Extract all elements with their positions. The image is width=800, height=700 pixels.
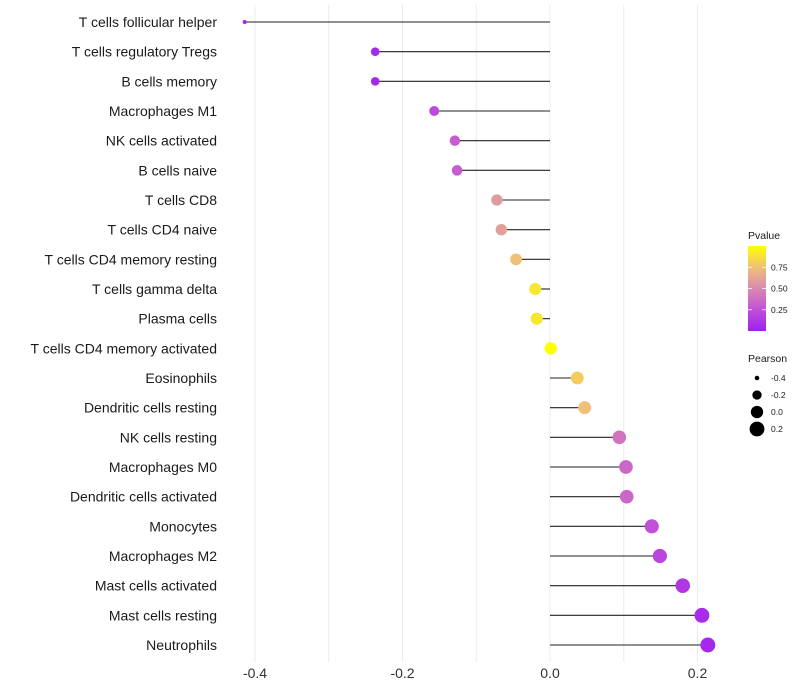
y-tick-label: Macrophages M1	[109, 103, 217, 119]
data-point	[619, 489, 634, 504]
y-tick-label: T cells CD4 memory resting	[45, 251, 217, 267]
lollipop-points	[242, 20, 716, 653]
y-tick-label: T cells CD8	[145, 192, 217, 208]
data-point	[675, 578, 691, 593]
y-tick-label: T cells CD4 memory activated	[31, 340, 217, 356]
y-tick-label: T cells follicular helper	[79, 14, 218, 30]
data-point	[449, 135, 461, 146]
y-tick-label: T cells regulatory Tregs	[72, 44, 217, 60]
colorbar-tick-label: 0.75	[771, 262, 788, 272]
y-tick-label: Neutrophils	[146, 637, 217, 653]
y-tick-label: B cells memory	[121, 73, 217, 89]
data-point	[530, 312, 543, 325]
x-tick-label: 0.2	[688, 665, 708, 681]
y-tick-label: T cells CD4 naive	[108, 222, 218, 238]
y-tick-label: Monocytes	[149, 518, 217, 534]
y-tick-label: Macrophages M2	[109, 548, 217, 564]
data-point	[652, 548, 668, 564]
x-tick-label: -0.4	[243, 665, 267, 681]
colorbar-tick-label: 0.25	[771, 305, 788, 315]
y-tick-label: Mast cells resting	[109, 607, 217, 623]
data-point	[242, 20, 247, 24]
grid-lines	[254, 5, 698, 662]
data-point	[491, 194, 503, 206]
x-tick-label: -0.2	[390, 665, 414, 681]
y-tick-label: Plasma cells	[138, 311, 217, 327]
pearson-legend: Pearson -0.4 -0.2 0.0 0.2	[748, 353, 787, 437]
size-legend-point	[754, 375, 760, 381]
y-tick-label: Dendritic cells activated	[70, 489, 217, 505]
y-tick-label: Dendritic cells resting	[84, 400, 217, 416]
data-point	[429, 105, 440, 117]
pvalue-colorbar	[748, 246, 766, 331]
pearson-legend-title: Pearson	[748, 353, 787, 365]
size-legend-label: 0.2	[771, 424, 783, 434]
y-tick-label: B cells naive	[138, 162, 217, 178]
y-tick-label: T cells gamma delta	[92, 281, 217, 297]
data-point	[578, 401, 592, 415]
data-point	[510, 253, 522, 266]
data-point	[529, 282, 542, 296]
x-tick-label: 0.0	[540, 665, 560, 681]
pvalue-legend-title: Pvalue	[748, 230, 780, 242]
data-point	[370, 77, 380, 86]
y-tick-label: Mast cells activated	[95, 578, 217, 594]
size-legend-label: 0.0	[771, 407, 783, 417]
data-point	[544, 342, 557, 355]
data-point	[495, 223, 508, 236]
lollipop-stems	[244, 21, 708, 646]
y-axis-labels: T cells follicular helper T cells regulat…	[31, 14, 218, 653]
size-legend-label: -0.4	[771, 373, 786, 383]
data-point	[700, 637, 716, 653]
data-point	[612, 430, 627, 445]
size-legend-label: -0.2	[771, 390, 786, 400]
y-tick-label: NK cells resting	[120, 429, 217, 445]
data-point	[570, 371, 584, 385]
pvalue-legend: Pvalue 0.25 0.50 0.75	[748, 230, 788, 331]
y-tick-label: Eosinophils	[145, 370, 217, 386]
data-point	[619, 460, 633, 474]
y-tick-label: NK cells activated	[106, 133, 217, 149]
data-point	[644, 519, 659, 534]
size-legend-point	[752, 390, 762, 400]
y-tick-label: Macrophages M0	[109, 459, 217, 475]
data-point	[451, 165, 463, 176]
colorbar-tick-label: 0.50	[771, 284, 788, 294]
size-legend-point	[750, 405, 764, 419]
data-point	[694, 607, 710, 623]
x-axis-labels: -0.4 -0.2 0.0 0.2	[243, 665, 708, 681]
data-point	[370, 47, 380, 56]
size-legend-point	[749, 421, 765, 437]
